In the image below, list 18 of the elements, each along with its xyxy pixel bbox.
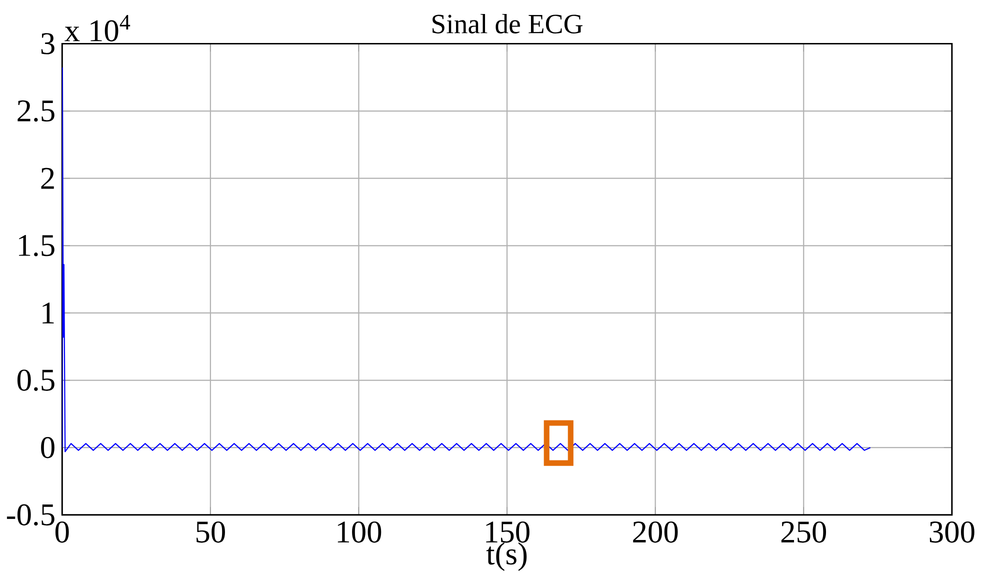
x-tick-label: 250 [781,522,826,543]
y-tick-label: 3 [41,33,54,54]
y-tick-label: -0.5 [6,504,54,526]
x-tick-label: 300 [930,522,974,543]
chart-title: Sinal de ECG [432,14,583,34]
x-tick-label: 50 [196,522,225,543]
y-tick-label: 1.5 [19,235,54,256]
x-axis-title: t(s) [486,542,527,572]
x-tick-label: 100 [338,522,382,543]
x-tick-label: 0 [55,522,69,543]
y-tick-label: 0.5 [17,370,54,392]
x-tick-label: 200 [633,522,678,543]
y-tick-label: 2 [41,168,54,189]
y-tick-label: 0 [41,437,54,458]
x-tick-label: 150 [486,522,530,543]
y-tick-label: 1 [42,302,54,324]
text: x 10$^{4}$ [64,15,130,42]
y-tick-label: 2.5 [18,100,54,122]
